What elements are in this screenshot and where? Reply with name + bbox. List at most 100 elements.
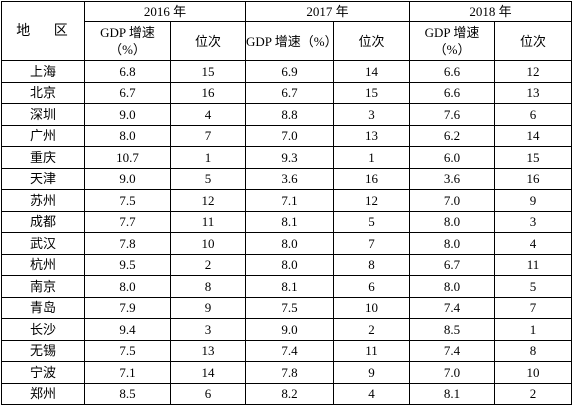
rank-2016-cell: 10	[169, 232, 247, 255]
table-body: 上海 6.8 15 6.9 14 6.6 12 北京 6.7 16 6.7 15 6.6 13 深圳 9.0 4…	[1, 60, 573, 405]
city-cell: 广州	[1, 124, 85, 147]
city-cell: 天津	[1, 167, 85, 190]
gdp-header-2017: GDP 增速（%）	[245, 21, 335, 61]
gdp-2016-cell: 7.5	[84, 189, 171, 212]
rank-2016-cell: 14	[169, 361, 247, 384]
table-row: 武汉 7.8 10 8.0 7 8.0 4	[1, 232, 573, 255]
gdp-2017-cell: 8.0	[245, 253, 335, 276]
gdp-2018-cell: 6.2	[409, 124, 496, 147]
table-row: 南京 8.0 8 8.1 6 8.0 5	[1, 275, 573, 298]
gdp-header-2018: GDP 增速（%）	[409, 21, 496, 61]
gdp-2018-cell: 8.1	[409, 382, 496, 405]
gdp-2017-cell: 6.9	[245, 60, 335, 83]
city-cell: 深圳	[1, 103, 85, 126]
gdp-2018-cell: 8.5	[409, 318, 496, 341]
table-row: 天津 9.0 5 3.6 16 3.6 16	[1, 167, 573, 190]
rank-2018-cell: 10	[494, 361, 573, 384]
table-row: 郑州 8.5 6 8.2 4 8.1 2	[1, 382, 573, 405]
gdp-2018-cell: 6.6	[409, 60, 496, 83]
rank-2018-cell: 2	[494, 382, 573, 405]
rank-2016-cell: 16	[169, 81, 247, 104]
gdp-2018-cell: 8.0	[409, 210, 496, 233]
rank-2018-cell: 3	[494, 210, 573, 233]
rank-2018-cell: 13	[494, 81, 573, 104]
gdp-2016-cell: 7.5	[84, 339, 171, 362]
gdp-2017-cell: 6.7	[245, 81, 335, 104]
rank-2016-cell: 9	[169, 296, 247, 319]
gdp-2017-cell: 7.1	[245, 189, 335, 212]
rank-2016-cell: 3	[169, 318, 247, 341]
table-row: 杭州 9.5 2 8.0 8 6.7 11	[1, 253, 573, 276]
city-cell: 成都	[1, 210, 85, 233]
rank-2017-cell: 10	[333, 296, 411, 319]
rank-2017-cell: 15	[333, 81, 411, 104]
header-row-years: 地 区 2016 年 2017 年 2018 年	[1, 1, 573, 61]
gdp-2016-cell: 6.8	[84, 60, 171, 83]
rank-2017-cell: 13	[333, 124, 411, 147]
rank-2017-cell: 4	[333, 382, 411, 405]
table-row: 宁波 7.1 14 7.8 9 7.0 10	[1, 361, 573, 384]
gdp-2017-cell: 3.6	[245, 167, 335, 190]
gdp-2017-cell: 7.0	[245, 124, 335, 147]
gdp-2016-cell: 7.8	[84, 232, 171, 255]
table-row: 苏州 7.5 12 7.1 12 7.0 9	[1, 189, 573, 212]
rank-2017-cell: 6	[333, 275, 411, 298]
gdp-2018-cell: 3.6	[409, 167, 496, 190]
gdp-2016-cell: 7.1	[84, 361, 171, 384]
rank-2018-cell: 9	[494, 189, 573, 212]
city-cell: 武汉	[1, 232, 85, 255]
rank-2018-cell: 11	[494, 253, 573, 276]
rank-2017-cell: 12	[333, 189, 411, 212]
rank-2016-cell: 2	[169, 253, 247, 276]
rank-2017-cell: 11	[333, 339, 411, 362]
city-cell: 苏州	[1, 189, 85, 212]
gdp-2016-cell: 6.7	[84, 81, 171, 104]
gdp-2016-cell: 9.5	[84, 253, 171, 276]
gdp-header-2016: GDP 增速（%）	[84, 21, 171, 61]
rank-2018-cell: 16	[494, 167, 573, 190]
year-header-2017: 2017 年	[245, 1, 411, 22]
gdp-2018-cell: 7.0	[409, 189, 496, 212]
gdp-growth-table: 地 区 2016 年 2017 年 2018 年 GDP 增速（%） 位次 GD…	[1, 1, 573, 405]
gdp-2016-cell: 7.9	[84, 296, 171, 319]
gdp-2018-cell: 8.0	[409, 232, 496, 255]
rank-2018-cell: 8	[494, 339, 573, 362]
header-row-metrics: GDP 增速（%） 位次 GDP 增速（%） 位次 GDP 增速（%） 位次	[2, 21, 573, 61]
city-cell: 重庆	[1, 146, 85, 169]
city-cell: 上海	[1, 60, 85, 83]
rank-2017-cell: 1	[333, 146, 411, 169]
region-header: 地 区	[1, 1, 85, 61]
gdp-2018-cell: 7.4	[409, 296, 496, 319]
table-row: 重庆 10.7 1 9.3 1 6.0 15	[1, 146, 573, 169]
year-header-2016: 2016 年	[83, 1, 247, 22]
gdp-2017-cell: 8.2	[245, 382, 335, 405]
gdp-2018-cell: 6.0	[409, 146, 496, 169]
city-cell: 郑州	[1, 382, 85, 405]
city-cell: 北京	[1, 81, 85, 104]
rank-2016-cell: 8	[169, 275, 247, 298]
city-cell: 长沙	[1, 318, 85, 341]
rank-header-2016: 位次	[169, 21, 247, 61]
gdp-2017-cell: 8.1	[245, 275, 335, 298]
gdp-2017-cell: 8.0	[245, 232, 335, 255]
rank-2017-cell: 14	[333, 60, 411, 83]
city-cell: 青岛	[1, 296, 85, 319]
table-row: 无锡 7.5 13 7.4 11 7.4 8	[1, 339, 573, 362]
rank-2018-cell: 14	[494, 124, 573, 147]
gdp-2017-cell: 7.5	[245, 296, 335, 319]
table-row: 北京 6.7 16 6.7 15 6.6 13	[1, 81, 573, 104]
rank-header-2018: 位次	[494, 21, 573, 61]
rank-2018-cell: 6	[494, 103, 573, 126]
gdp-2018-cell: 6.6	[409, 81, 496, 104]
gdp-2017-cell: 8.8	[245, 103, 335, 126]
gdp-2016-cell: 9.0	[84, 167, 171, 190]
rank-2018-cell: 12	[494, 60, 573, 83]
rank-2018-cell: 15	[494, 146, 573, 169]
table-row: 青岛 7.9 9 7.5 10 7.4 7	[1, 296, 573, 319]
rank-2016-cell: 4	[169, 103, 247, 126]
city-cell: 杭州	[1, 253, 85, 276]
rank-2018-cell: 1	[494, 318, 573, 341]
rank-2016-cell: 12	[169, 189, 247, 212]
city-cell: 无锡	[1, 339, 85, 362]
table-row: 深圳 9.0 4 8.8 3 7.6 6	[1, 103, 573, 126]
